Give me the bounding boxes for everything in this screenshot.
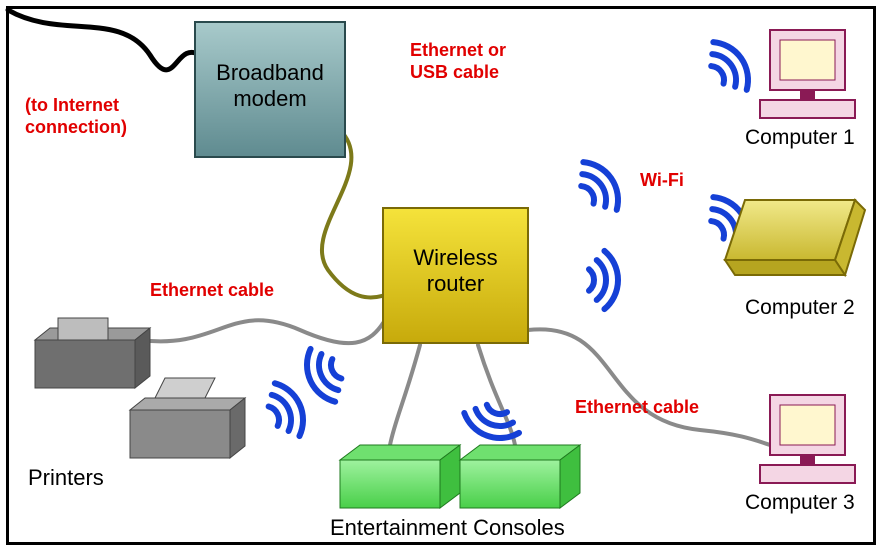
printer-2 [130,378,245,458]
computer2-label: Computer 2 [745,295,855,320]
wifi-arc-6 [261,378,312,443]
computer3-label: Computer 3 [745,490,855,515]
cable-internet [8,10,200,70]
to-internet-label: (to Internetconnection) [25,95,127,138]
eth-usb-label: Ethernet orUSB cable [410,40,506,83]
cable-router_console2 [478,345,515,445]
cable-printer_router [140,320,385,343]
computer-3-icon [760,395,855,483]
wifi-arc-1 [589,251,618,309]
wifi-arc-4 [298,342,349,407]
printers-label: Printers [28,465,104,491]
computer-1-icon [760,30,855,118]
router-label: Wirelessrouter [388,245,523,298]
eth-left-label: Ethernet cable [150,280,274,302]
cable-router_comp3 [528,329,770,445]
computer-2-icon [725,200,865,275]
consoles-label: Entertainment Consoles [330,515,565,541]
console-2 [460,445,580,508]
eth-right-label: Ethernet cable [575,397,699,419]
console-1 [340,445,460,508]
wifi-label: Wi-Fi [640,170,684,192]
wifi-arc-2 [701,34,758,98]
modem-label: Broadbandmodem [200,60,340,113]
printer-1 [35,318,150,388]
wifi-arc-0 [571,154,628,218]
cable-router_console1 [390,345,420,445]
computer1-label: Computer 1 [745,125,855,150]
